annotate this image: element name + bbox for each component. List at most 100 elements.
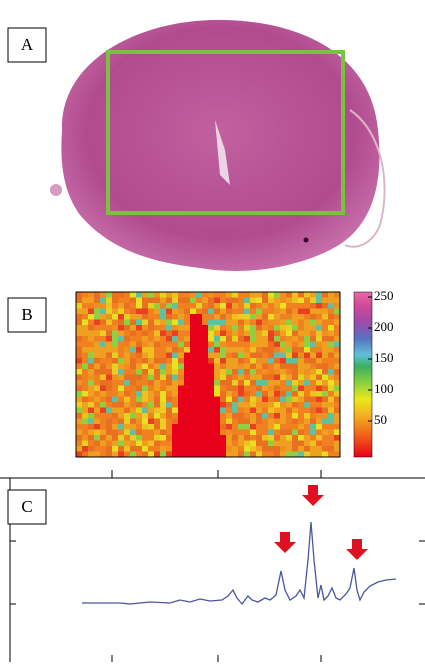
heat-cell bbox=[136, 440, 143, 447]
heat-cell bbox=[286, 358, 293, 364]
heat-cell bbox=[310, 336, 317, 342]
heat-cell bbox=[136, 402, 143, 408]
heat-cell bbox=[226, 330, 233, 337]
heat-cell bbox=[100, 440, 107, 447]
heat-cell bbox=[226, 369, 233, 375]
heat-cell bbox=[298, 347, 305, 353]
heat-cell bbox=[208, 363, 215, 370]
heat-cell bbox=[244, 303, 251, 309]
heat-cell bbox=[130, 325, 137, 331]
heat-cell bbox=[238, 303, 245, 309]
heat-cell bbox=[136, 297, 143, 304]
heat-cell bbox=[316, 407, 323, 414]
heat-cell bbox=[334, 385, 341, 392]
heat-cell bbox=[94, 391, 101, 397]
heat-cell bbox=[232, 413, 239, 419]
heat-cell bbox=[226, 363, 233, 370]
heat-cell bbox=[256, 429, 263, 436]
heat-cell bbox=[160, 308, 167, 315]
heat-cell bbox=[166, 435, 173, 441]
heat-cell bbox=[166, 352, 173, 359]
heat-cell bbox=[208, 341, 215, 348]
heat-cell bbox=[136, 341, 143, 348]
heat-cell bbox=[292, 303, 299, 309]
heat-cell bbox=[328, 451, 335, 458]
heat-cell bbox=[142, 292, 149, 298]
heat-cell bbox=[142, 319, 149, 326]
heat-cell bbox=[322, 369, 329, 375]
heat-cell bbox=[202, 380, 209, 386]
heat-cell bbox=[256, 451, 263, 458]
heat-cell bbox=[328, 330, 335, 337]
colorbar-tick-label: 200 bbox=[374, 319, 394, 334]
heat-cell bbox=[286, 292, 293, 298]
heat-cell bbox=[220, 435, 227, 441]
heat-cell bbox=[190, 424, 197, 430]
heat-cell bbox=[316, 429, 323, 436]
heat-cell bbox=[202, 369, 209, 375]
heat-cell bbox=[88, 363, 95, 370]
heat-cell bbox=[166, 429, 173, 436]
heat-cell bbox=[316, 380, 323, 386]
heat-cell bbox=[316, 325, 323, 331]
heat-cell bbox=[250, 341, 257, 348]
heat-cell bbox=[334, 369, 341, 375]
heat-cell bbox=[136, 347, 143, 353]
heat-cell bbox=[328, 358, 335, 364]
heat-cell bbox=[280, 429, 287, 436]
heat-cell bbox=[244, 292, 251, 298]
heat-cell bbox=[88, 435, 95, 441]
heat-cell bbox=[112, 380, 119, 386]
heat-cell bbox=[136, 446, 143, 452]
heat-cell bbox=[310, 451, 317, 458]
heat-cell bbox=[334, 402, 341, 408]
heat-cell bbox=[136, 330, 143, 337]
heat-cell bbox=[196, 325, 203, 331]
heat-cell bbox=[316, 358, 323, 364]
colorbar-tick-label: 100 bbox=[374, 381, 394, 396]
heat-cell bbox=[76, 347, 83, 353]
heat-cell bbox=[322, 424, 329, 430]
heat-cell bbox=[202, 358, 209, 364]
heat-cell bbox=[298, 391, 305, 397]
heat-cell bbox=[82, 374, 89, 381]
heat-cell bbox=[268, 336, 275, 342]
heat-cell bbox=[328, 319, 335, 326]
heat-cell bbox=[142, 424, 149, 430]
heat-cell bbox=[316, 308, 323, 315]
heat-cell bbox=[88, 303, 95, 309]
heat-cell bbox=[334, 308, 341, 315]
heat-cell bbox=[202, 396, 209, 403]
heat-cell bbox=[76, 435, 83, 441]
heat-cell bbox=[202, 435, 209, 441]
heat-cell bbox=[106, 407, 113, 414]
heat-cell bbox=[292, 396, 299, 403]
heat-cell bbox=[202, 407, 209, 414]
heat-cell bbox=[172, 391, 179, 397]
heat-cell bbox=[220, 380, 227, 386]
heat-cell bbox=[82, 402, 89, 408]
heat-cell bbox=[280, 297, 287, 304]
heat-cell bbox=[184, 314, 191, 320]
heat-cell bbox=[154, 330, 161, 337]
heat-cell bbox=[208, 435, 215, 441]
heat-cell bbox=[298, 297, 305, 304]
heat-cell bbox=[268, 303, 275, 309]
heat-cell bbox=[292, 391, 299, 397]
heat-cell bbox=[286, 440, 293, 447]
heat-cell bbox=[136, 396, 143, 403]
heat-cell bbox=[100, 374, 107, 381]
heat-cell bbox=[220, 319, 227, 326]
heat-cell bbox=[322, 308, 329, 315]
heat-cell bbox=[76, 363, 83, 370]
heat-cell bbox=[76, 352, 83, 359]
heat-cell bbox=[250, 402, 257, 408]
heat-cell bbox=[88, 396, 95, 403]
heat-cell bbox=[88, 347, 95, 353]
heat-cell bbox=[130, 292, 137, 298]
heat-cell bbox=[304, 380, 311, 386]
heat-cell bbox=[208, 391, 215, 397]
heat-cell bbox=[238, 446, 245, 452]
heat-cell bbox=[82, 418, 89, 425]
heat-cell bbox=[310, 407, 317, 414]
